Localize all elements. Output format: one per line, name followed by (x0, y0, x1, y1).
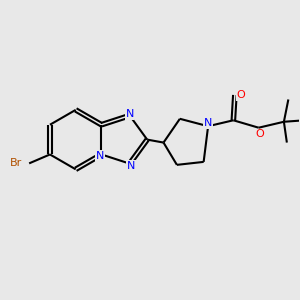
Text: N: N (96, 151, 104, 161)
Text: O: O (256, 129, 265, 139)
Text: O: O (236, 90, 245, 100)
Text: N: N (127, 161, 135, 171)
Text: N: N (125, 109, 134, 119)
Text: Br: Br (10, 158, 22, 168)
Text: N: N (204, 118, 212, 128)
